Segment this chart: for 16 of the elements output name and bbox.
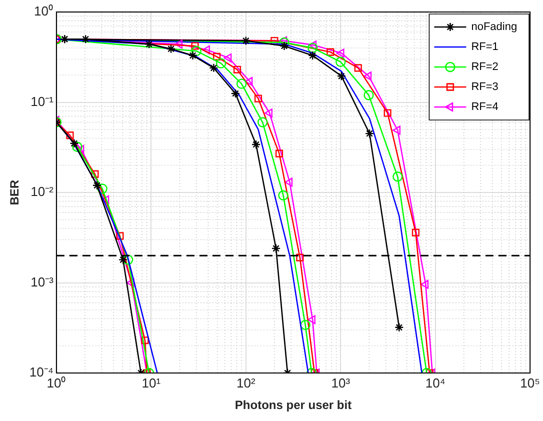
legend-label: RF=1 [471,41,498,54]
x-tick-label: 10⁵ [520,375,540,390]
legend-label: RF=2 [471,61,498,74]
y-tick-label: 10⁻² [30,184,54,200]
x-tick-label: 10⁴ [425,375,446,390]
x-axis-title: Photons per user bit [234,398,352,412]
y-tick-label: 10⁻³ [30,274,54,290]
x-tick-label: 10³ [331,375,351,390]
legend-label: RF=3 [471,81,498,94]
y-tick-label: 10⁰ [34,4,54,19]
x-tick-label: 10² [236,375,256,390]
x-tick-label: 10¹ [142,375,162,390]
y-axis-title: BER [8,180,22,206]
y-tick-label: 10⁻¹ [30,94,54,109]
legend-label: RF=4 [471,101,498,114]
legend-label: noFading [471,21,518,34]
